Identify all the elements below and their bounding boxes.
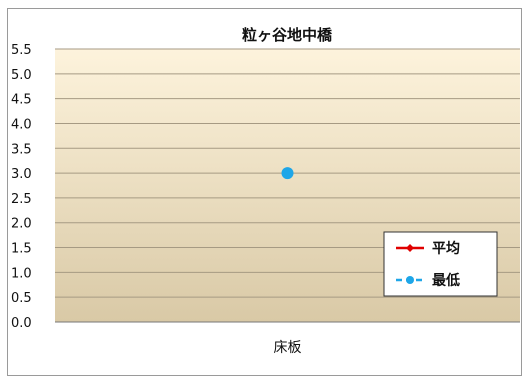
x-axis-ticks: 床板: [274, 340, 302, 356]
y-tick-label: 4.5: [11, 93, 32, 108]
y-tick-label: 3.5: [11, 142, 32, 157]
y-tick-label: 1.0: [11, 266, 32, 281]
y-tick-label: 5.0: [11, 68, 32, 83]
y-tick-label: 4.0: [11, 117, 32, 132]
legend-marker-average: [406, 244, 414, 252]
y-tick-label: 0.0: [11, 316, 32, 331]
legend-label-average: 平均: [432, 240, 460, 257]
y-tick-label: 3.0: [11, 167, 32, 182]
y-tick-label: 2.5: [11, 192, 32, 207]
y-tick-label: 2.0: [11, 217, 32, 232]
y-tick-label: 0.5: [11, 291, 32, 306]
legend-label-minimum: 最低: [432, 272, 460, 289]
chart-title: 粒ヶ谷地中橋: [242, 26, 333, 44]
series-1-point: [281, 167, 294, 180]
series-layer: [281, 167, 294, 180]
legend: 平均 最低: [383, 231, 498, 297]
legend-box: [383, 231, 498, 297]
y-axis-ticks: 5.5 5.0 4.5 4.0 3.5 3.0 2.5 2.0 1.5 1.0 0.5 0.0: [11, 43, 32, 331]
y-tick-label: 5.5: [11, 43, 32, 58]
y-tick-label: 1.5: [11, 242, 32, 257]
legend-marker-minimum: [406, 276, 414, 284]
x-tick-label: 床板: [274, 340, 302, 356]
